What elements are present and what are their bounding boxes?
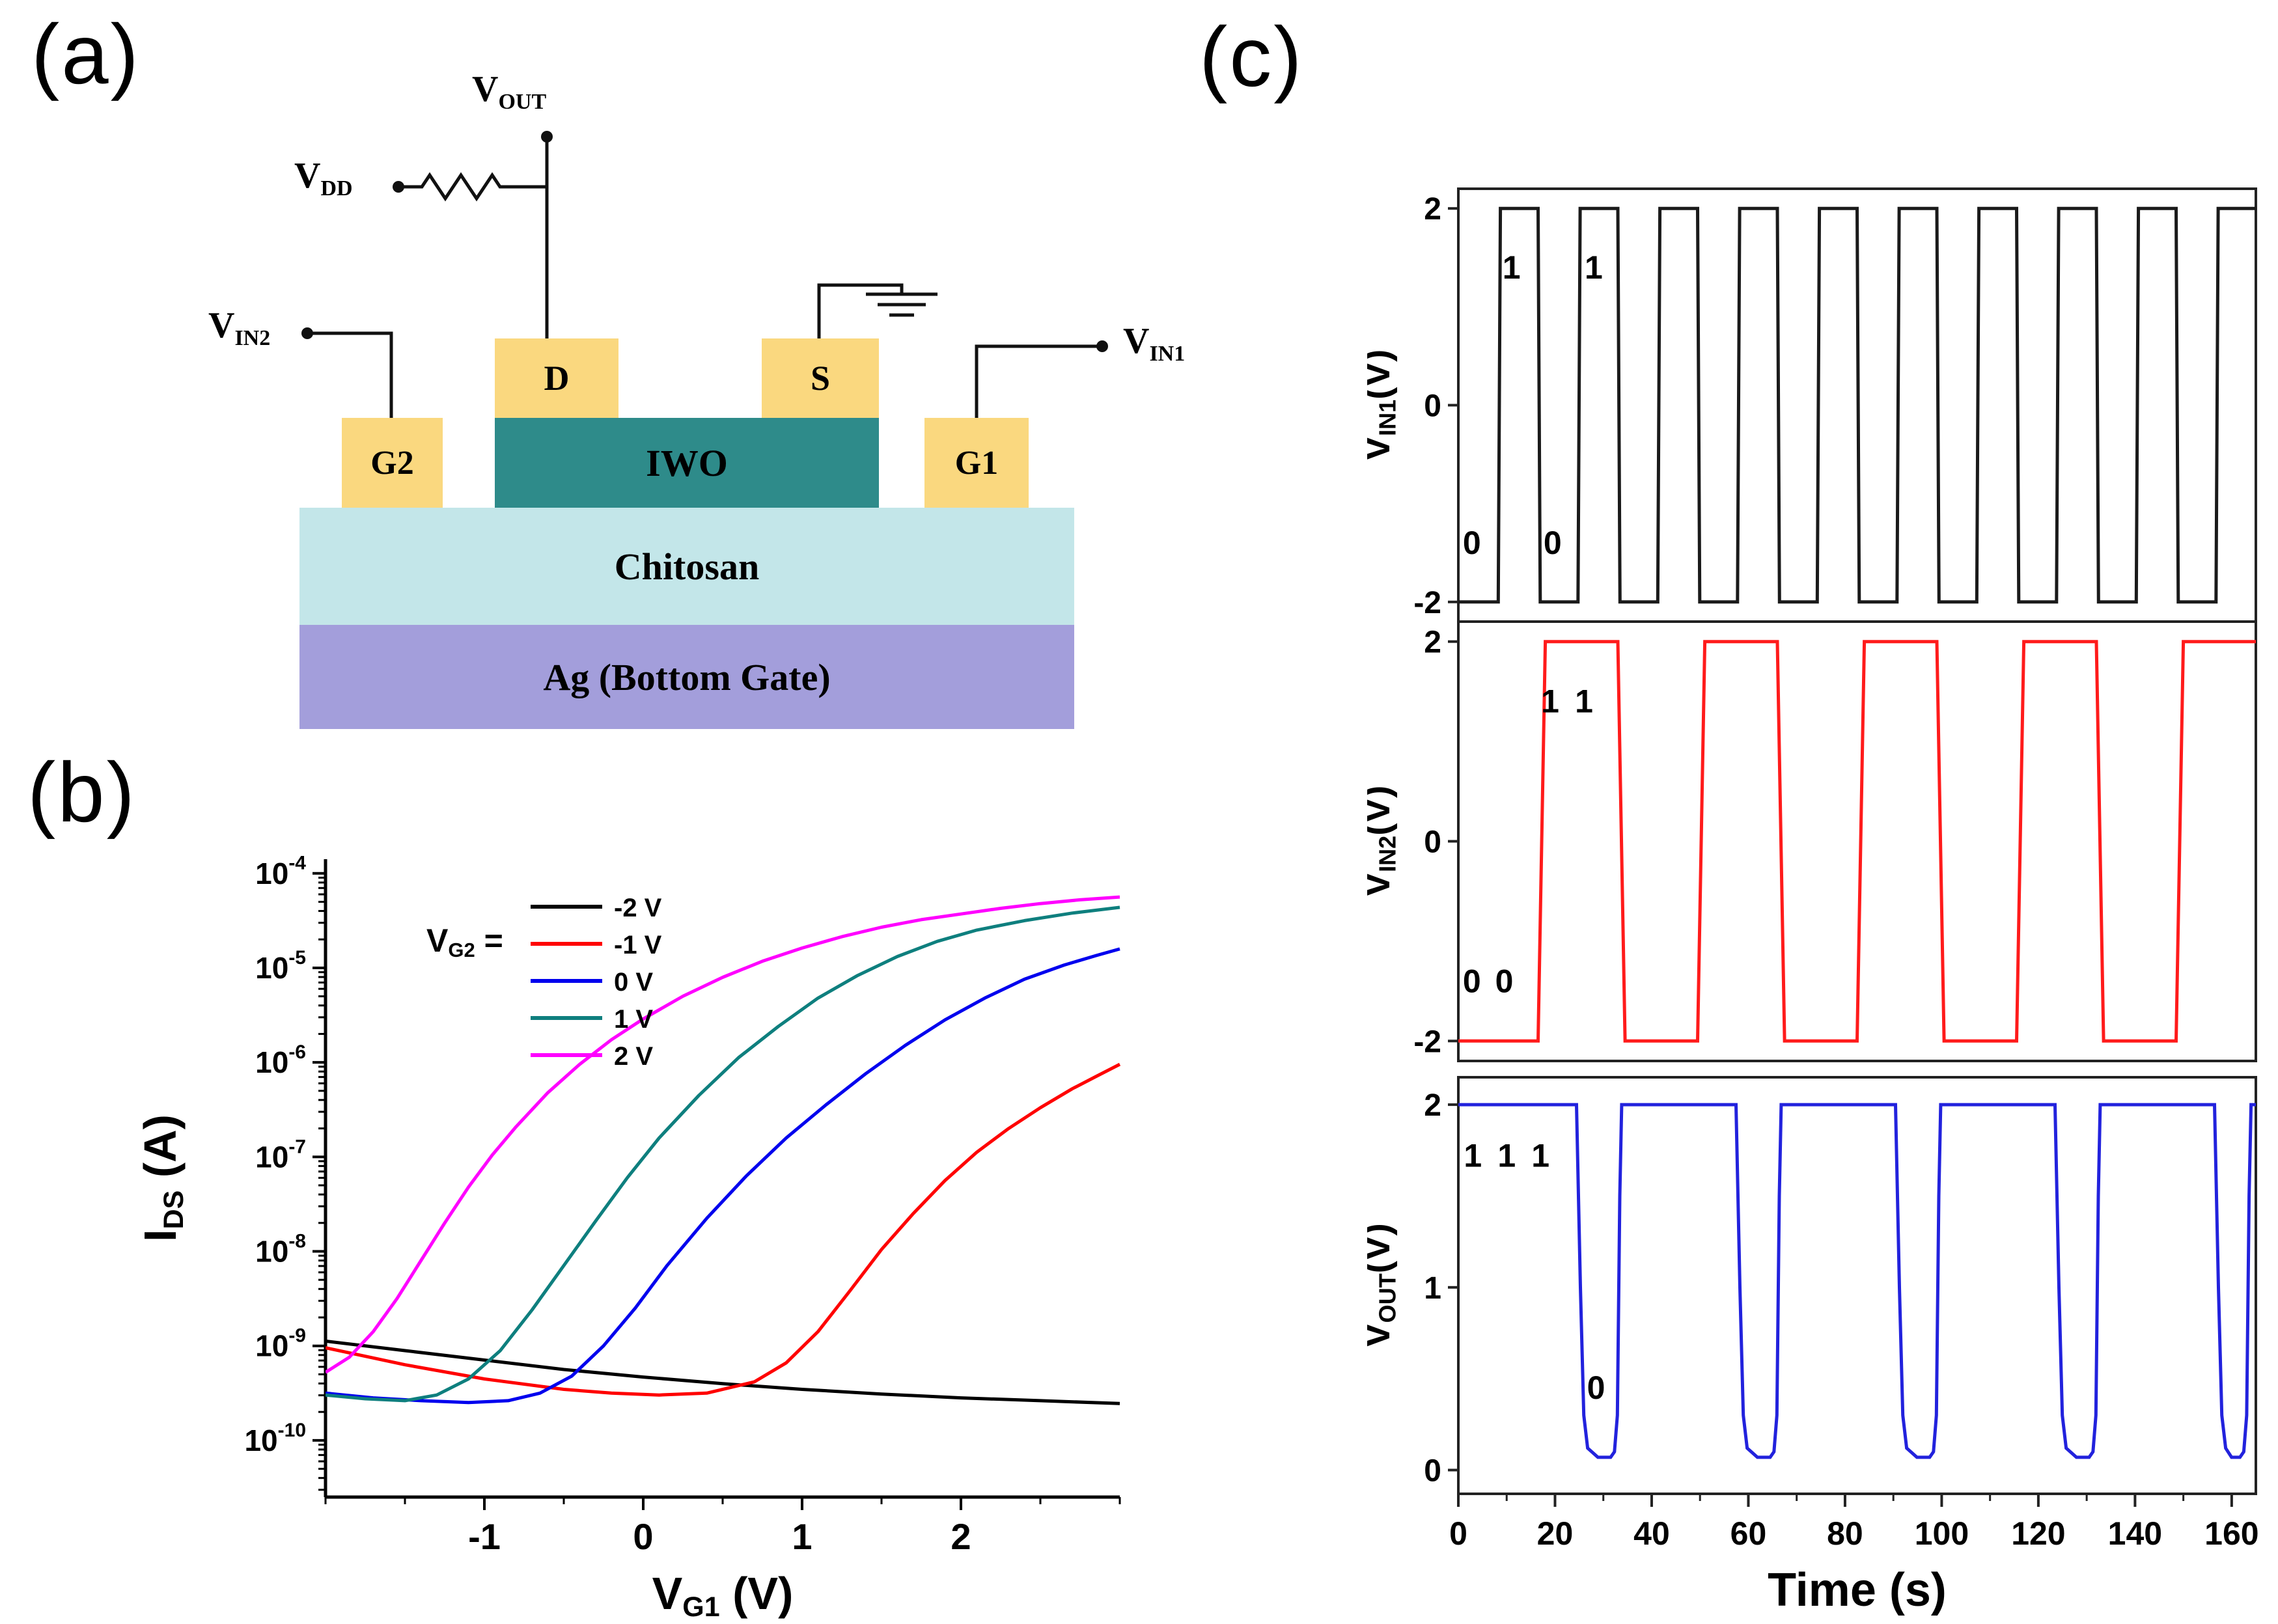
vout-main: V (472, 69, 499, 109)
gate2-contact: G2 (342, 418, 443, 508)
wire-vin1 (975, 344, 1102, 418)
wire-vin2 (307, 331, 393, 418)
vin1-main: V (1123, 321, 1150, 361)
y-tick-label: 10-9 (255, 1325, 306, 1363)
logic-annotation: 0 (1463, 963, 1481, 999)
legend-title: VG2 = (426, 922, 503, 961)
vdd-sub: DD (320, 176, 353, 201)
logic-annotation: 1 (1585, 249, 1603, 286)
x-tick-label: 40 (1633, 1515, 1670, 1552)
vin1-terminal-label: VIN1 (1123, 320, 1185, 366)
logic-annotation: 1 (1531, 1138, 1549, 1174)
panel-a-label: (a) (31, 7, 141, 102)
x-axis-title: VG1 (V) (652, 1568, 794, 1623)
x-tick-label: 20 (1537, 1515, 1574, 1552)
logic-annotation: 0 (1463, 525, 1481, 561)
y-tick-label: 10-4 (255, 853, 306, 890)
y-tick-label: 10-6 (255, 1041, 306, 1079)
vdd-node-dot (393, 181, 404, 193)
waveform-plots: 20-20101VIN1(V)20-20011VIN2(V)2101110VOU… (1367, 187, 2259, 1616)
legend-label: -1 V (614, 931, 662, 959)
chitosan-layer: Chitosan (299, 508, 1074, 625)
wire-ground (817, 283, 904, 340)
vout-node-dot (541, 131, 553, 143)
x-tick-label: 160 (2204, 1515, 2258, 1552)
resistor-icon (398, 172, 547, 202)
x-tick-label: 140 (2108, 1515, 2162, 1552)
waveform-vout (1458, 1103, 2256, 1459)
panel-b-label: (b) (27, 745, 137, 840)
vdd-terminal-label: VDD (294, 155, 353, 201)
vout-sub: OUT (498, 90, 547, 115)
ground-icon (866, 292, 938, 317)
x-tick-label: 60 (1730, 1515, 1767, 1552)
waveform-vin2 (1458, 640, 2256, 1043)
y-tick-label: 0 (1424, 389, 1441, 424)
x-tick-label: 80 (1827, 1515, 1863, 1552)
x-axis-title: Time (s) (1768, 1564, 1947, 1616)
legend-label: 0 V (614, 968, 653, 997)
legend-label: 2 V (614, 1042, 653, 1071)
vin1-sub: IN1 (1149, 342, 1186, 366)
logic-annotation: 0 (1495, 963, 1514, 999)
y-tick-label: 2 (1424, 626, 1441, 660)
series-1V (326, 905, 1120, 1403)
series--1V (326, 1062, 1121, 1397)
panel-box-vout (1457, 1076, 2257, 1495)
logic-annotation: 0 (1587, 1369, 1605, 1406)
legend-label: 1 V (614, 1005, 653, 1034)
logic-annotation: 1 (1464, 1138, 1482, 1174)
source-contact: S (762, 338, 879, 418)
vin1-node-dot (1096, 340, 1108, 352)
series-0V (326, 947, 1120, 1405)
bottom-gate-layer: Ag (Bottom Gate) (299, 625, 1074, 729)
series--2V (326, 1339, 1120, 1405)
x-tick-label: 2 (951, 1516, 971, 1557)
x-tick-label: -1 (468, 1516, 501, 1557)
device-schematic: VOUT VDD VIN2 VIN1 D S G2 G1 IWO Chitosa… (0, 0, 1270, 749)
series-2V (326, 895, 1120, 1374)
y-tick-label: 10-7 (255, 1136, 306, 1174)
gate1-contact: G1 (924, 418, 1029, 508)
vout-terminal-label: VOUT (472, 68, 546, 115)
x-tick-label: 1 (792, 1516, 812, 1557)
legend-label: -2 V (614, 894, 662, 922)
waveform-vin1 (1458, 206, 2256, 604)
logic-annotation: 1 (1497, 1138, 1516, 1174)
y-tick-label: -2 (1413, 586, 1441, 620)
y-tick-label: 1 (1424, 1271, 1441, 1306)
logic-annotation: 1 (1541, 683, 1559, 720)
x-tick-label: 120 (2011, 1515, 2065, 1552)
y-tick-label: 0 (1424, 825, 1441, 860)
y-axis-title-vin1: VIN1(V) (1367, 349, 1400, 461)
x-tick-label: 100 (1915, 1515, 1969, 1552)
y-axis-title: IDS (A) (135, 1114, 189, 1242)
x-tick-label: 0 (1449, 1515, 1467, 1552)
vin2-node-dot (301, 327, 313, 339)
logic-annotation: 1 (1575, 683, 1593, 720)
y-tick-label: 10-10 (244, 1420, 306, 1457)
iwo-channel: IWO (495, 418, 879, 508)
logic-annotation: 0 (1544, 525, 1562, 561)
panel-c-label: (c) (1199, 9, 1304, 104)
y-tick-label: 2 (1424, 192, 1441, 227)
y-tick-label: 10-8 (255, 1230, 306, 1268)
y-tick-label: 2 (1424, 1088, 1441, 1123)
vdd-main: V (294, 156, 321, 196)
y-tick-label: 10-5 (255, 947, 306, 985)
logic-annotation: 1 (1503, 249, 1521, 286)
y-axis-title-vout: VOUT(V) (1367, 1223, 1400, 1348)
y-tick-label: 0 (1424, 1454, 1441, 1489)
vin2-sub: IN2 (234, 326, 271, 351)
x-tick-label: 0 (633, 1516, 653, 1557)
y-axis-title-vin2: VIN2(V) (1367, 785, 1400, 897)
transfer-plot: 10-4 10-5 10-6 10-7 10-8 10-9 10-10 -1 0 1 2 VG1 (V… (135, 853, 1121, 1623)
y-tick-label: -2 (1413, 1025, 1441, 1059)
drain-contact: D (495, 338, 618, 418)
vin2-terminal-label: VIN2 (208, 305, 270, 351)
schematic-wiring (301, 131, 1108, 418)
vin2-main: V (208, 305, 235, 346)
